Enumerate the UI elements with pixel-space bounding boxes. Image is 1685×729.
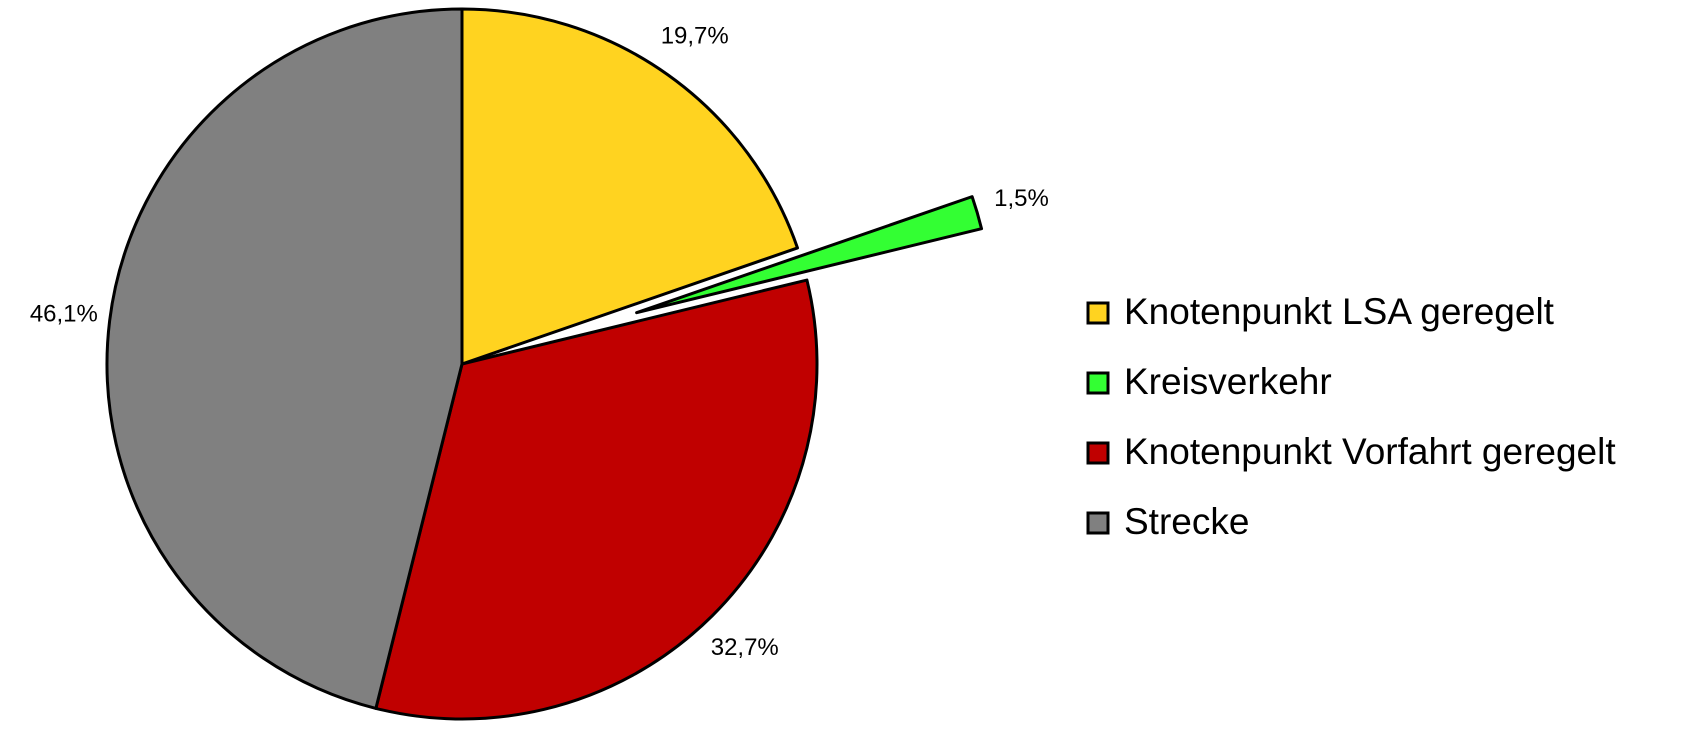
pie-slice <box>460 7 799 366</box>
legend-label: Kreisverkehr <box>1124 361 1332 402</box>
legend-label: Knotenpunkt LSA geregelt <box>1124 291 1555 332</box>
pie-slice <box>105 7 464 710</box>
value-label: 46,1% <box>30 300 98 327</box>
legend-label: Strecke <box>1124 501 1249 542</box>
legend-swatch <box>1086 441 1110 465</box>
legend-swatch <box>1086 511 1110 535</box>
legend-swatch <box>1086 371 1110 395</box>
pie-slice <box>635 195 984 315</box>
value-label: 32,7% <box>711 634 779 661</box>
value-label: 19,7% <box>661 23 729 50</box>
value-label: 1,5% <box>994 185 1049 212</box>
legend-swatch <box>1086 301 1110 325</box>
legend-label: Knotenpunkt Vorfahrt geregelt <box>1124 431 1616 472</box>
pie-slice <box>374 278 819 721</box>
